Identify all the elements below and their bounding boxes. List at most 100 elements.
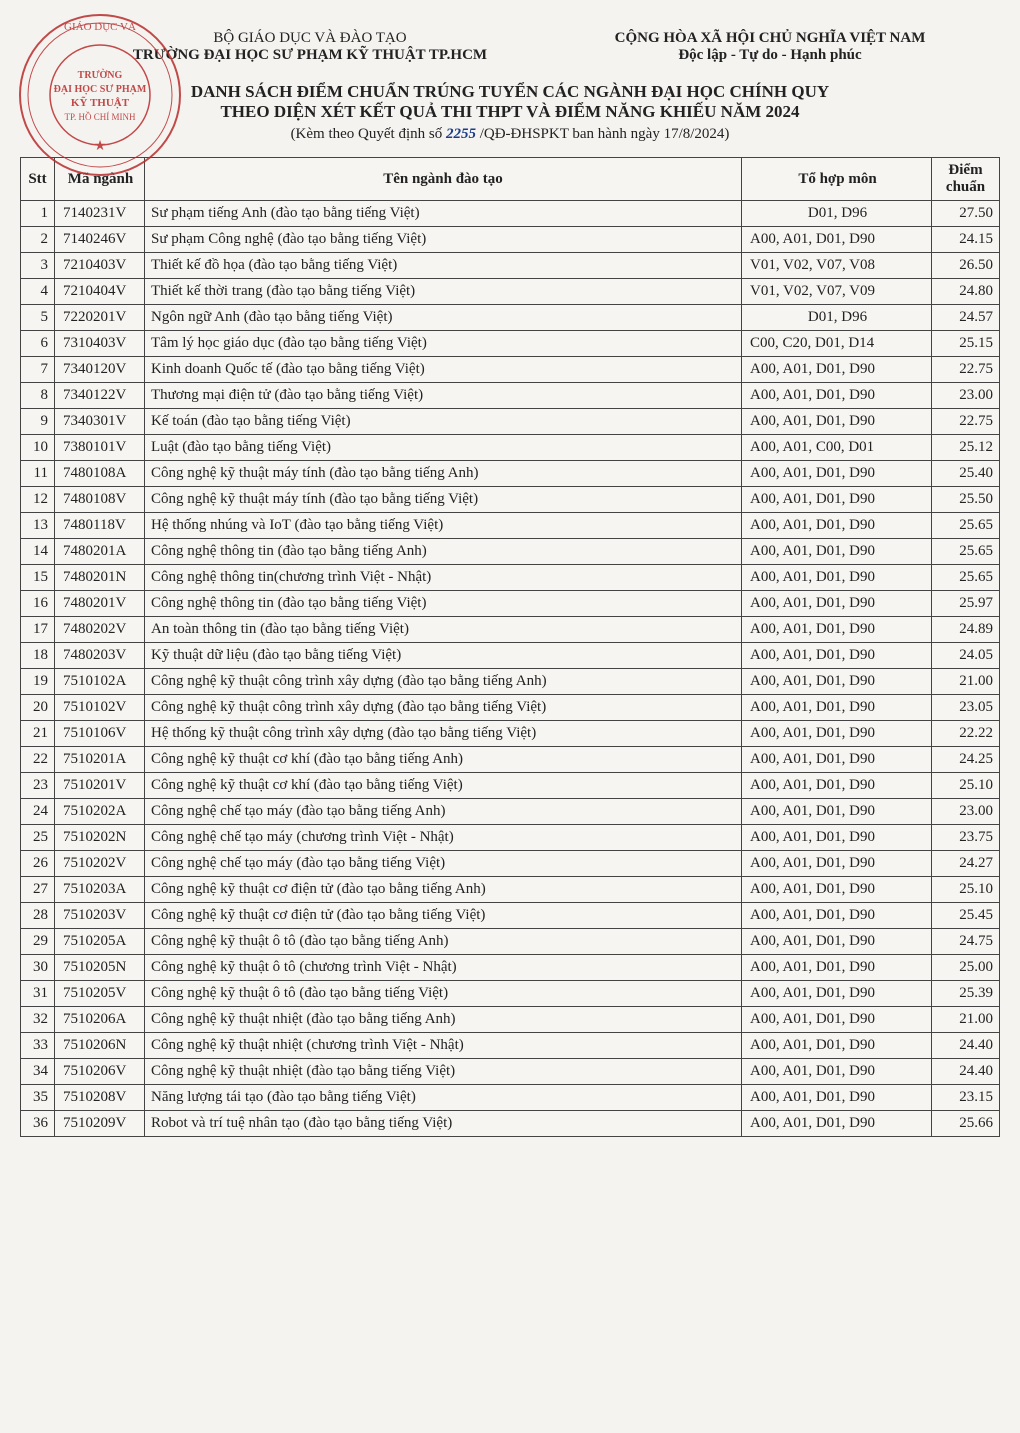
cell-stt: 1 <box>21 201 55 227</box>
admission-score-table: Stt Mã ngành Tên ngành đào tạo Tổ hợp mô… <box>20 157 1000 1137</box>
table-row: 247510202ACông nghệ chế tạo máy (đào tạo… <box>21 799 1000 825</box>
cell-combo: A00, A01, D01, D90 <box>742 565 932 591</box>
ref-number: 2255 <box>446 126 476 142</box>
table-row: 97340301VKế toán (đào tạo bằng tiếng Việ… <box>21 409 1000 435</box>
table-row: 147480201ACông nghệ thông tin (đào tạo b… <box>21 539 1000 565</box>
cell-score: 25.40 <box>932 461 1000 487</box>
cell-code: 7480108V <box>55 487 145 513</box>
col-header-name: Tên ngành đào tạo <box>145 158 742 201</box>
cell-code: 7510202N <box>55 825 145 851</box>
cell-combo: A00, A01, D01, D90 <box>742 799 932 825</box>
table-row: 347510206VCông nghệ kỹ thuật nhiệt (đào … <box>21 1059 1000 1085</box>
cell-name: Công nghệ kỹ thuật công trình xây dựng (… <box>145 669 742 695</box>
cell-stt: 36 <box>21 1111 55 1137</box>
cell-combo: A00, A01, D01, D90 <box>742 1085 932 1111</box>
cell-score: 24.40 <box>932 1033 1000 1059</box>
cell-combo: A00, A01, D01, D90 <box>742 591 932 617</box>
cell-combo: A00, A01, D01, D90 <box>742 1059 932 1085</box>
cell-name: Thương mại điện tử (đào tạo bằng tiếng V… <box>145 383 742 409</box>
col-header-combo: Tổ hợp môn <box>742 158 932 201</box>
cell-name: Công nghệ kỹ thuật cơ điện tử (đào tạo b… <box>145 903 742 929</box>
cell-combo: A00, A01, D01, D90 <box>742 487 932 513</box>
table-row: 227510201ACông nghệ kỹ thuật cơ khí (đào… <box>21 747 1000 773</box>
cell-code: 7480201N <box>55 565 145 591</box>
cell-score: 25.65 <box>932 539 1000 565</box>
table-row: 257510202NCông nghệ chế tạo máy (chương … <box>21 825 1000 851</box>
cell-code: 7510202V <box>55 851 145 877</box>
cell-code: 7310403V <box>55 331 145 357</box>
table-row: 237510201VCông nghệ kỹ thuật cơ khí (đào… <box>21 773 1000 799</box>
cell-combo: A00, A01, D01, D90 <box>742 357 932 383</box>
cell-code: 7510206A <box>55 1007 145 1033</box>
cell-code: 7510205N <box>55 955 145 981</box>
cell-combo: A00, A01, D01, D90 <box>742 773 932 799</box>
cell-name: Công nghệ chế tạo máy (đào tạo bằng tiến… <box>145 799 742 825</box>
cell-combo: V01, V02, V07, V09 <box>742 279 932 305</box>
ministry-text: BỘ GIÁO DỤC VÀ ĐÀO TẠO <box>80 30 540 47</box>
cell-score: 23.05 <box>932 695 1000 721</box>
cell-name: Công nghệ kỹ thuật ô tô (đào tạo bằng ti… <box>145 981 742 1007</box>
cell-name: Kỹ thuật dữ liệu (đào tạo bằng tiếng Việ… <box>145 643 742 669</box>
cell-stt: 27 <box>21 877 55 903</box>
table-row: 367510209VRobot và trí tuệ nhân tạo (đào… <box>21 1111 1000 1137</box>
cell-score: 25.10 <box>932 877 1000 903</box>
col-header-code: Mã ngành <box>55 158 145 201</box>
table-row: 337510206NCông nghệ kỹ thuật nhiệt (chươ… <box>21 1033 1000 1059</box>
cell-code: 7480202V <box>55 617 145 643</box>
cell-score: 23.15 <box>932 1085 1000 1111</box>
cell-score: 25.15 <box>932 331 1000 357</box>
cell-combo: A00, A01, D01, D90 <box>742 227 932 253</box>
table-row: 317510205VCông nghệ kỹ thuật ô tô (đào t… <box>21 981 1000 1007</box>
table-row: 17140231VSư phạm tiếng Anh (đào tạo bằng… <box>21 201 1000 227</box>
cell-code: 7510209V <box>55 1111 145 1137</box>
cell-stt: 32 <box>21 1007 55 1033</box>
cell-score: 25.97 <box>932 591 1000 617</box>
cell-combo: D01, D96 <box>742 201 932 227</box>
cell-stt: 20 <box>21 695 55 721</box>
table-row: 357510208VNăng lượng tái tạo (đào tạo bằ… <box>21 1085 1000 1111</box>
cell-combo: A00, A01, D01, D90 <box>742 461 932 487</box>
cell-combo: A00, A01, D01, D90 <box>742 1007 932 1033</box>
cell-code: 7210403V <box>55 253 145 279</box>
cell-stt: 19 <box>21 669 55 695</box>
cell-stt: 22 <box>21 747 55 773</box>
cell-name: Thiết kế đồ họa (đào tạo bằng tiếng Việt… <box>145 253 742 279</box>
cell-code: 7480201A <box>55 539 145 565</box>
cell-combo: A00, A01, D01, D90 <box>742 877 932 903</box>
cell-score: 25.45 <box>932 903 1000 929</box>
cell-stt: 16 <box>21 591 55 617</box>
cell-score: 24.57 <box>932 305 1000 331</box>
cell-combo: D01, D96 <box>742 305 932 331</box>
cell-name: Sư phạm Công nghệ (đào tạo bằng tiếng Vi… <box>145 227 742 253</box>
cell-code: 7510202A <box>55 799 145 825</box>
table-row: 287510203VCông nghệ kỹ thuật cơ điện tử … <box>21 903 1000 929</box>
cell-combo: A00, A01, D01, D90 <box>742 513 932 539</box>
table-row: 177480202VAn toàn thông tin (đào tạo bằn… <box>21 617 1000 643</box>
cell-name: Hệ thống kỹ thuật công trình xây dựng (đ… <box>145 721 742 747</box>
cell-combo: A00, A01, D01, D90 <box>742 825 932 851</box>
cell-name: Công nghệ kỹ thuật máy tính (đào tạo bằn… <box>145 461 742 487</box>
cell-code: 7510205A <box>55 929 145 955</box>
table-row: 137480118VHệ thống nhúng và IoT (đào tạo… <box>21 513 1000 539</box>
cell-score: 24.75 <box>932 929 1000 955</box>
cell-name: An toàn thông tin (đào tạo bằng tiếng Vi… <box>145 617 742 643</box>
cell-stt: 24 <box>21 799 55 825</box>
ref-prefix: (Kèm theo Quyết định số <box>291 126 446 142</box>
cell-stt: 8 <box>21 383 55 409</box>
table-row: 277510203ACông nghệ kỹ thuật cơ điện tử … <box>21 877 1000 903</box>
table-row: 267510202VCông nghệ chế tạo máy (đào tạo… <box>21 851 1000 877</box>
cell-name: Công nghệ kỹ thuật máy tính (đào tạo bằn… <box>145 487 742 513</box>
cell-name: Ngôn ngữ Anh (đào tạo bằng tiếng Việt) <box>145 305 742 331</box>
table-body: 17140231VSư phạm tiếng Anh (đào tạo bằng… <box>21 201 1000 1137</box>
cell-code: 7510206N <box>55 1033 145 1059</box>
cell-stt: 14 <box>21 539 55 565</box>
table-row: 57220201VNgôn ngữ Anh (đào tạo bằng tiến… <box>21 305 1000 331</box>
cell-name: Công nghệ kỹ thuật nhiệt (đào tạo bằng t… <box>145 1007 742 1033</box>
cell-combo: A00, A01, D01, D90 <box>742 1111 932 1137</box>
cell-combo: A00, A01, D01, D90 <box>742 409 932 435</box>
table-row: 217510106VHệ thống kỹ thuật công trình x… <box>21 721 1000 747</box>
cell-score: 25.66 <box>932 1111 1000 1137</box>
cell-combo: A00, A01, D01, D90 <box>742 929 932 955</box>
cell-name: Công nghệ kỹ thuật ô tô (đào tạo bằng ti… <box>145 929 742 955</box>
header-left: BỘ GIÁO DỤC VÀ ĐÀO TẠO TRƯỜNG ĐẠI HỌC SƯ… <box>20 30 540 64</box>
